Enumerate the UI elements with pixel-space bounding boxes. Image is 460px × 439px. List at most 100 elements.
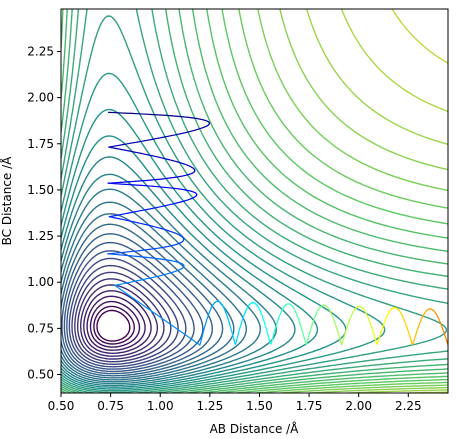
trajectory-segment bbox=[148, 248, 155, 250]
trajectory-segment bbox=[108, 216, 116, 219]
contour-level-18 bbox=[61, 173, 277, 385]
x-tick-label: 1.50 bbox=[246, 399, 273, 413]
trajectory-segment bbox=[146, 154, 154, 157]
trajectory-segment bbox=[146, 256, 153, 259]
y-tick-label: 1.75 bbox=[27, 137, 54, 151]
trajectory-segment bbox=[131, 220, 139, 224]
trajectory-segment bbox=[112, 252, 120, 254]
trajectory-segment bbox=[145, 277, 152, 280]
trajectory-segment bbox=[157, 136, 166, 139]
trajectory-segment bbox=[156, 226, 162, 230]
trajectory-segment bbox=[122, 142, 132, 146]
trajectory-segment bbox=[176, 161, 182, 164]
trajectory-segment bbox=[180, 200, 185, 203]
trajectory-segment bbox=[118, 254, 126, 256]
trajectory-segment bbox=[161, 246, 167, 249]
trajectory-segment bbox=[125, 219, 133, 223]
trajectory-segment bbox=[187, 116, 194, 119]
trajectory-segment bbox=[115, 143, 125, 147]
trajectory-segment bbox=[190, 129, 196, 132]
x-axis-ticks: 0.50 0.75 1.00 1.25 1.50 1.75 2.00 2.25 bbox=[48, 393, 422, 413]
trajectory-segment bbox=[159, 258, 165, 261]
trajectory-segment bbox=[137, 140, 146, 143]
trajectory-segment bbox=[164, 229, 170, 232]
trajectory-segment bbox=[123, 251, 130, 253]
trajectory-segment bbox=[107, 182, 116, 185]
trajectory-segment bbox=[130, 280, 137, 283]
trajectory-segment bbox=[127, 211, 136, 214]
trajectory-segment bbox=[130, 255, 137, 257]
contour-level-13 bbox=[61, 233, 213, 375]
contour-level-26 bbox=[61, 9, 448, 393]
trajectory-segment bbox=[168, 187, 175, 189]
trajectory-segment bbox=[152, 185, 160, 188]
trajectory-segment bbox=[114, 147, 123, 151]
trajectory-segment bbox=[128, 150, 136, 153]
contour-level-17 bbox=[61, 188, 261, 383]
trajectory-segment bbox=[141, 256, 148, 258]
trajectory-segment bbox=[174, 176, 180, 178]
trajectory-segment bbox=[194, 128, 200, 131]
x-axis-label: AB Distance /Å bbox=[210, 421, 300, 436]
contour-level-20 bbox=[61, 135, 319, 388]
trajectory-segment bbox=[162, 273, 168, 276]
trajectory-segment bbox=[150, 257, 157, 260]
trajectory-segment bbox=[165, 177, 172, 180]
trajectory-segment bbox=[125, 281, 132, 284]
y-tick-label: 1.50 bbox=[27, 183, 54, 197]
trajectory-segment bbox=[120, 218, 128, 221]
trajectory-segment bbox=[128, 250, 136, 253]
contour-level-27 bbox=[61, 9, 448, 393]
trajectory-segment bbox=[163, 157, 169, 161]
trajectory-segment bbox=[136, 222, 144, 225]
trajectory-segment bbox=[124, 254, 132, 257]
trajectory-segment bbox=[130, 141, 139, 144]
trajectory-segment bbox=[163, 186, 170, 189]
trajectory-segment bbox=[185, 130, 192, 133]
trajectory-segment bbox=[135, 255, 143, 258]
trajectory-segment bbox=[167, 203, 174, 206]
x-tick-label: 1.00 bbox=[147, 399, 174, 413]
trajectory-segment bbox=[183, 116, 190, 119]
x-tick-label: 2.25 bbox=[395, 399, 422, 413]
trajectory-segment bbox=[114, 283, 121, 286]
trajectory-segment bbox=[192, 117, 198, 120]
trajectory-segment bbox=[163, 135, 172, 138]
trajectory-segment bbox=[175, 132, 183, 136]
trajectory-segment bbox=[114, 284, 201, 346]
contour-level-24 bbox=[61, 9, 448, 393]
trajectory-segment bbox=[140, 278, 147, 281]
y-axis-ticks: 0.50 0.75 1.00 1.25 1.50 1.75 2.00 2.25 bbox=[27, 44, 61, 382]
contour-lines bbox=[61, 9, 448, 393]
y-tick-label: 0.75 bbox=[27, 321, 54, 335]
contour-level-16 bbox=[61, 201, 247, 381]
trajectory-segment bbox=[157, 156, 165, 159]
trajectory-segment bbox=[146, 185, 154, 187]
trajectory-segment bbox=[165, 114, 174, 117]
trajectory-segment bbox=[169, 176, 176, 179]
contour-level-8 bbox=[74, 271, 172, 363]
plot-frame bbox=[60, 8, 449, 394]
contour-level-10 bbox=[68, 257, 187, 368]
trajectory-segment bbox=[121, 212, 129, 215]
contour-level-19 bbox=[61, 156, 296, 387]
trajectory-segment bbox=[133, 250, 141, 252]
trajectory-segment bbox=[139, 209, 148, 212]
contour-level-5 bbox=[83, 290, 152, 354]
trajectory-segment bbox=[173, 187, 179, 190]
x-tick-label: 0.75 bbox=[97, 399, 124, 413]
x-tick-label: 0.50 bbox=[48, 399, 75, 413]
trajectory-segment bbox=[158, 186, 165, 188]
x-tick-label: 1.25 bbox=[196, 399, 223, 413]
trajectory-segment bbox=[150, 276, 156, 279]
trajectory-segment bbox=[157, 247, 163, 249]
trajectory-segment bbox=[176, 201, 182, 204]
trajectory-segment bbox=[121, 149, 130, 152]
trajectory-segment bbox=[107, 253, 115, 255]
trajectory-segment bbox=[157, 205, 164, 208]
trajectory-segment bbox=[114, 217, 122, 220]
trajectory-segment bbox=[151, 225, 158, 228]
trajectory-segment bbox=[134, 151, 142, 154]
trajectory-segment bbox=[142, 223, 149, 226]
